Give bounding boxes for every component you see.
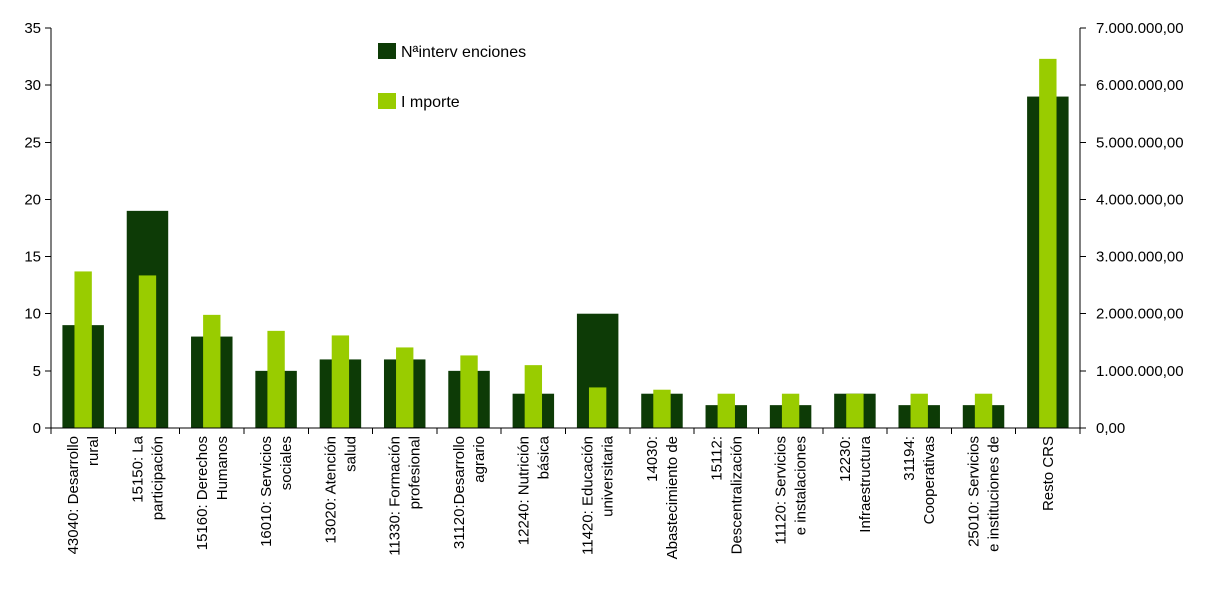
bar-importe-12 [846,393,864,428]
legend-label-0: Nªinterv enciones [401,44,526,61]
x-category-label-line: 31120:Desarrollo [451,436,468,549]
x-category-label-line: Infraestructura [857,435,874,532]
bar-importe-13 [910,393,928,428]
y-right-tick-label: 6.000.000,00 [1096,77,1184,94]
x-category-label-line: Resto CRS [1040,436,1057,511]
bar-importe-11 [781,393,800,428]
x-category-label-line: rural [85,436,102,466]
bar-importe-1 [138,275,157,428]
x-category-label-13: 31194: Cooperativas [901,436,938,524]
axes-group: 0 5 10 15 20 25 30 35 0,00 1.000.000,00 2.000.000,… [24,20,1183,437]
x-category-label-0: 43040: Desarrollo rural [65,436,102,554]
x-category-label-line: Humanos [214,436,231,500]
x-category-label-15: Resto CRS [1040,436,1057,511]
y-left-tick-label: 5 [33,363,41,380]
category-label-group: 43040: Desarrollo rural 15150: La participa… [65,435,1057,559]
x-category-label-line: profesional [407,436,424,509]
y-right-tick-label: 1.000.000,00 [1096,363,1184,380]
x-category-label-line: 11330: Formación [387,436,404,556]
y-right-tick-label: 2.000.000,00 [1096,306,1184,323]
x-category-label-line: 11120: Servicios [773,436,790,545]
bar-importe-0 [74,271,92,428]
x-category-label-9: 14030: Abastecimiento de [644,436,681,559]
x-category-label-line: salud [342,436,359,472]
x-category-label-line: agrario [471,436,488,483]
bar-importe-5 [396,347,414,428]
bar-group [62,58,1069,429]
x-category-label-line: básica [535,435,552,479]
x-category-label-10: 15112: Descentralización [708,436,745,554]
legend-swatch-1 [378,93,396,109]
x-category-label-line: 15150: La [129,435,146,502]
y-left-tick-label: 35 [24,20,41,37]
x-category-label-line: 43040: Desarrollo [65,436,82,554]
y-right-tick-label: 4.000.000,00 [1096,191,1184,208]
x-category-label-6: 31120:Desarrollo agrario [451,436,488,549]
y-right-tick-label: 7.000.000,00 [1096,20,1184,37]
x-category-label-line: Descentralización [728,436,745,554]
x-category-label-line: e instituciones de [986,436,1003,552]
bar-importe-2 [203,314,221,428]
bar-importe-10 [717,393,735,428]
bar-importe-4 [331,335,350,428]
bar-importe-8 [588,387,607,428]
x-category-label-line: e instalaciones [793,436,810,535]
y-left-tick-label: 30 [24,77,41,94]
x-category-label-line: 31194: [901,436,918,481]
y-left-tick-label: 20 [24,191,41,208]
x-category-label-14: 25010: Servicios e instituciones de [966,436,1003,552]
x-category-label-line: 12230: [837,436,854,482]
y-left-tick-label: 10 [24,306,41,323]
bar-importe-14 [974,393,993,428]
legend: Nªinterv enciones I mporte [378,43,526,111]
x-category-label-line: 13020: Atención [322,436,339,544]
x-category-label-1: 15150: La participación [129,435,166,520]
x-category-label-4: 13020: Atención salud [322,436,359,544]
x-category-label-line: 15112: [708,436,725,481]
x-category-label-7: 12240: Nutrición básica [515,435,552,545]
bar-importe-3 [267,330,285,428]
legend-swatch-0 [378,43,396,59]
bar-importe-9 [653,389,671,428]
x-category-label-line: participación [149,436,166,520]
x-category-label-3: 16010: Servicios sociales [258,436,295,547]
x-category-label-12: 12230: Infraestructura [837,435,874,532]
y-left-tick-label: 15 [24,249,41,266]
x-category-label-line: universitaria [600,435,617,517]
bar-importe-15 [1039,58,1057,429]
x-category-label-line: Abastecimiento de [664,436,681,559]
y-left-tick-label: 25 [24,134,41,151]
x-category-label-line: 16010: Servicios [258,436,275,547]
x-category-label-5: 11330: Formación profesional [387,436,424,556]
x-category-label-2: 15160: Derechos Humanos [194,436,231,550]
x-category-label-8: 11420: Educación universitaria [580,435,617,555]
bar-importe-7 [524,365,543,428]
y-right-tick-label: 5.000.000,00 [1096,134,1184,151]
y-right-tick-label: 3.000.000,00 [1096,249,1184,266]
x-category-label-line: 14030: [644,436,661,482]
x-category-label-line: 12240: Nutrición [515,436,532,545]
y-right-tick-label: 0,00 [1096,420,1125,437]
legend-label-1: I mporte [401,94,460,111]
x-category-label-line: sociales [278,436,295,490]
bar-importe-6 [460,355,478,428]
x-category-label-line: Cooperativas [921,436,938,524]
x-category-label-line: 25010: Servicios [966,436,983,547]
x-category-label-line: 11420: Educación [580,436,597,555]
x-category-label-11: 11120: Servicios e instalaciones [773,436,810,545]
x-category-label-line: 15160: Derechos [194,436,211,550]
y-left-tick-label: 0 [33,420,41,437]
